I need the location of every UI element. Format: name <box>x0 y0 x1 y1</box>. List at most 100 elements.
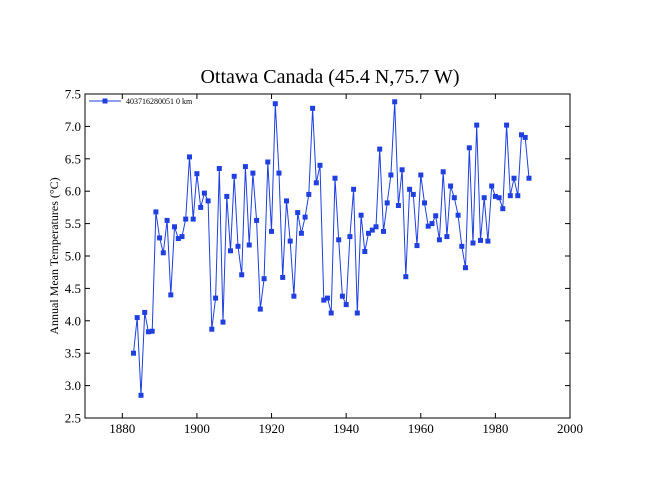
y-tick-label: 5.5 <box>65 216 81 231</box>
data-point <box>172 224 177 230</box>
data-point <box>160 250 166 256</box>
data-point <box>235 243 241 249</box>
data-point <box>313 180 319 186</box>
data-point <box>366 230 371 236</box>
data-point <box>302 214 308 220</box>
data-point <box>369 227 375 233</box>
data-point <box>347 234 353 240</box>
data-point <box>321 297 327 303</box>
data-point <box>183 216 189 222</box>
data-point <box>425 223 431 229</box>
data-point <box>257 306 263 312</box>
data-point <box>463 265 468 271</box>
y-axis-label: Annual Mean Temperatures (°C) <box>47 177 61 334</box>
data-point <box>336 237 342 243</box>
data-point <box>250 170 256 176</box>
data-point <box>507 193 513 199</box>
y-tick-label: 3.0 <box>65 378 81 393</box>
data-point <box>339 293 345 299</box>
data-point <box>455 212 461 218</box>
data-point <box>216 166 222 171</box>
data-point <box>131 350 136 356</box>
data-point <box>489 183 495 189</box>
data-point <box>168 292 174 298</box>
data-point <box>410 191 416 197</box>
data-point <box>295 210 301 216</box>
data-point <box>242 164 248 170</box>
data-point <box>209 326 215 332</box>
data-point <box>190 216 196 222</box>
data-point <box>459 243 465 249</box>
data-point <box>224 193 230 199</box>
data-point <box>504 122 510 128</box>
data-point <box>205 198 211 204</box>
data-point <box>228 248 233 254</box>
data-point <box>466 145 472 151</box>
data-point <box>142 309 148 315</box>
data-point <box>436 237 442 243</box>
data-point <box>246 242 252 248</box>
data-point <box>187 154 192 160</box>
data-point <box>332 175 338 181</box>
y-tick-label: 5.0 <box>65 249 81 264</box>
data-point <box>478 237 483 243</box>
x-tick-label: 1980 <box>482 421 508 436</box>
data-point <box>395 203 401 208</box>
data-point <box>519 132 524 138</box>
data-point <box>198 204 204 210</box>
data-point <box>220 319 226 325</box>
data-point <box>492 193 498 199</box>
data-point <box>448 183 454 189</box>
legend: 403716280051 0 km <box>89 97 193 106</box>
data-point <box>474 122 480 128</box>
data-point <box>407 186 413 192</box>
data-point <box>284 198 289 204</box>
data-point <box>444 234 450 240</box>
data-point <box>201 190 207 196</box>
legend-label: 403716280051 0 km <box>126 97 193 106</box>
data-point <box>164 217 170 223</box>
data-point <box>526 175 532 181</box>
data-point <box>384 200 390 206</box>
data-point <box>392 99 398 105</box>
data-point <box>451 195 457 201</box>
data-point <box>298 230 304 236</box>
data-point <box>470 240 476 246</box>
x-tick-label: 1900 <box>184 421 210 436</box>
data-point <box>145 329 151 335</box>
x-tick-label: 1880 <box>109 421 135 436</box>
data-point <box>276 170 282 176</box>
y-tick-label: 6.0 <box>65 184 81 199</box>
data-point <box>403 274 409 280</box>
data-point <box>481 195 487 201</box>
y-tick-label: 4.0 <box>65 313 81 328</box>
data-point <box>354 310 360 316</box>
data-point <box>500 206 506 212</box>
data-point <box>261 276 267 282</box>
data-point <box>381 228 386 234</box>
data-point <box>328 310 334 316</box>
data-point <box>485 238 491 244</box>
x-axis: 1880 1900 1920 1940 1960 1980 2000 <box>109 94 583 436</box>
y-tick-label: 6.5 <box>65 151 81 166</box>
x-tick-label: 2000 <box>557 421 583 436</box>
legend-marker <box>102 98 108 104</box>
data-point <box>418 172 424 178</box>
data-point <box>377 146 383 152</box>
data-point <box>254 217 260 223</box>
data-point <box>149 328 155 334</box>
data-point <box>310 105 316 111</box>
y-tick-label: 4.5 <box>65 281 81 296</box>
data-point <box>429 221 435 227</box>
data-point <box>515 193 521 199</box>
y-tick-label: 7.5 <box>65 87 81 102</box>
data-point <box>153 209 159 215</box>
data-point <box>496 195 502 201</box>
data-point <box>280 274 286 280</box>
y-tick-label: 3.5 <box>65 346 81 361</box>
data-point <box>325 295 330 301</box>
x-tick-label: 1940 <box>333 421 359 436</box>
data-point <box>194 171 200 177</box>
data-point <box>287 238 293 244</box>
